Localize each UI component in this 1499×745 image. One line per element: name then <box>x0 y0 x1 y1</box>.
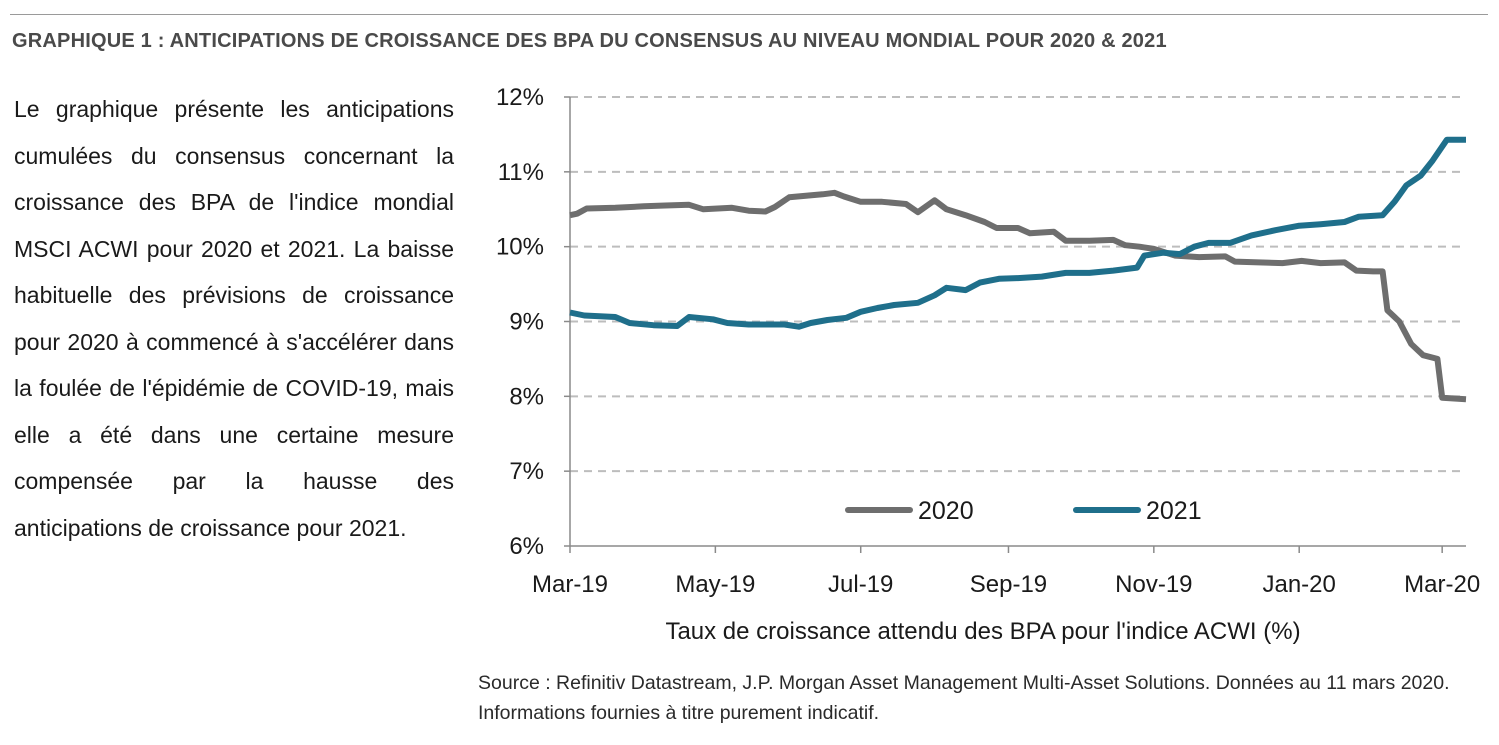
x-tick-label: Nov-19 <box>1115 571 1192 598</box>
top-rule <box>10 14 1488 15</box>
y-tick-label: 9% <box>509 309 544 336</box>
x-tick-label: Sep-19 <box>970 571 1047 598</box>
x-tick-label: Mar-20 <box>1404 571 1480 598</box>
series-lines <box>569 136 1467 403</box>
line-chart: 6% 7% 8% 9% 10% 11% 12% Mar-19 May-19 Jul-19 Sep-1… <box>496 84 1480 645</box>
x-axis-label: Taux de croissance attendu des BPA pour … <box>665 618 1300 645</box>
y-tick-label: 8% <box>509 383 544 410</box>
x-tick-label: Jul-19 <box>828 571 893 598</box>
x-tick-label: May-19 <box>675 571 755 598</box>
y-tick-label: 12% <box>496 84 544 111</box>
figure-description: Le graphique présente les anticipations … <box>14 96 454 541</box>
y-tick-label: 10% <box>496 234 544 261</box>
legend-label-2020: 2020 <box>918 497 974 525</box>
legend-label-2021: 2021 <box>1146 497 1202 525</box>
x-tick-label: Jan-20 <box>1262 571 1335 598</box>
y-tick-label: 6% <box>509 533 544 560</box>
series-line-2020 <box>569 189 1467 403</box>
x-tick-label: Mar-19 <box>532 571 608 598</box>
figure-title: GRAPHIQUE 1 : ANTICIPATIONS DE CROISSANC… <box>12 30 1167 52</box>
source-note: Source : Refinitiv Datastream, J.P. Morg… <box>478 672 1450 724</box>
y-tick-label: 11% <box>498 159 544 186</box>
legend: 2020 2021 <box>845 497 1202 525</box>
axes: 6% 7% 8% 9% 10% 11% 12% Mar-19 May-19 Jul-19 Sep-1… <box>496 84 1480 598</box>
grid-lines <box>570 96 1466 473</box>
series-line-2021 <box>569 136 1466 330</box>
y-tick-label: 7% <box>509 458 544 485</box>
